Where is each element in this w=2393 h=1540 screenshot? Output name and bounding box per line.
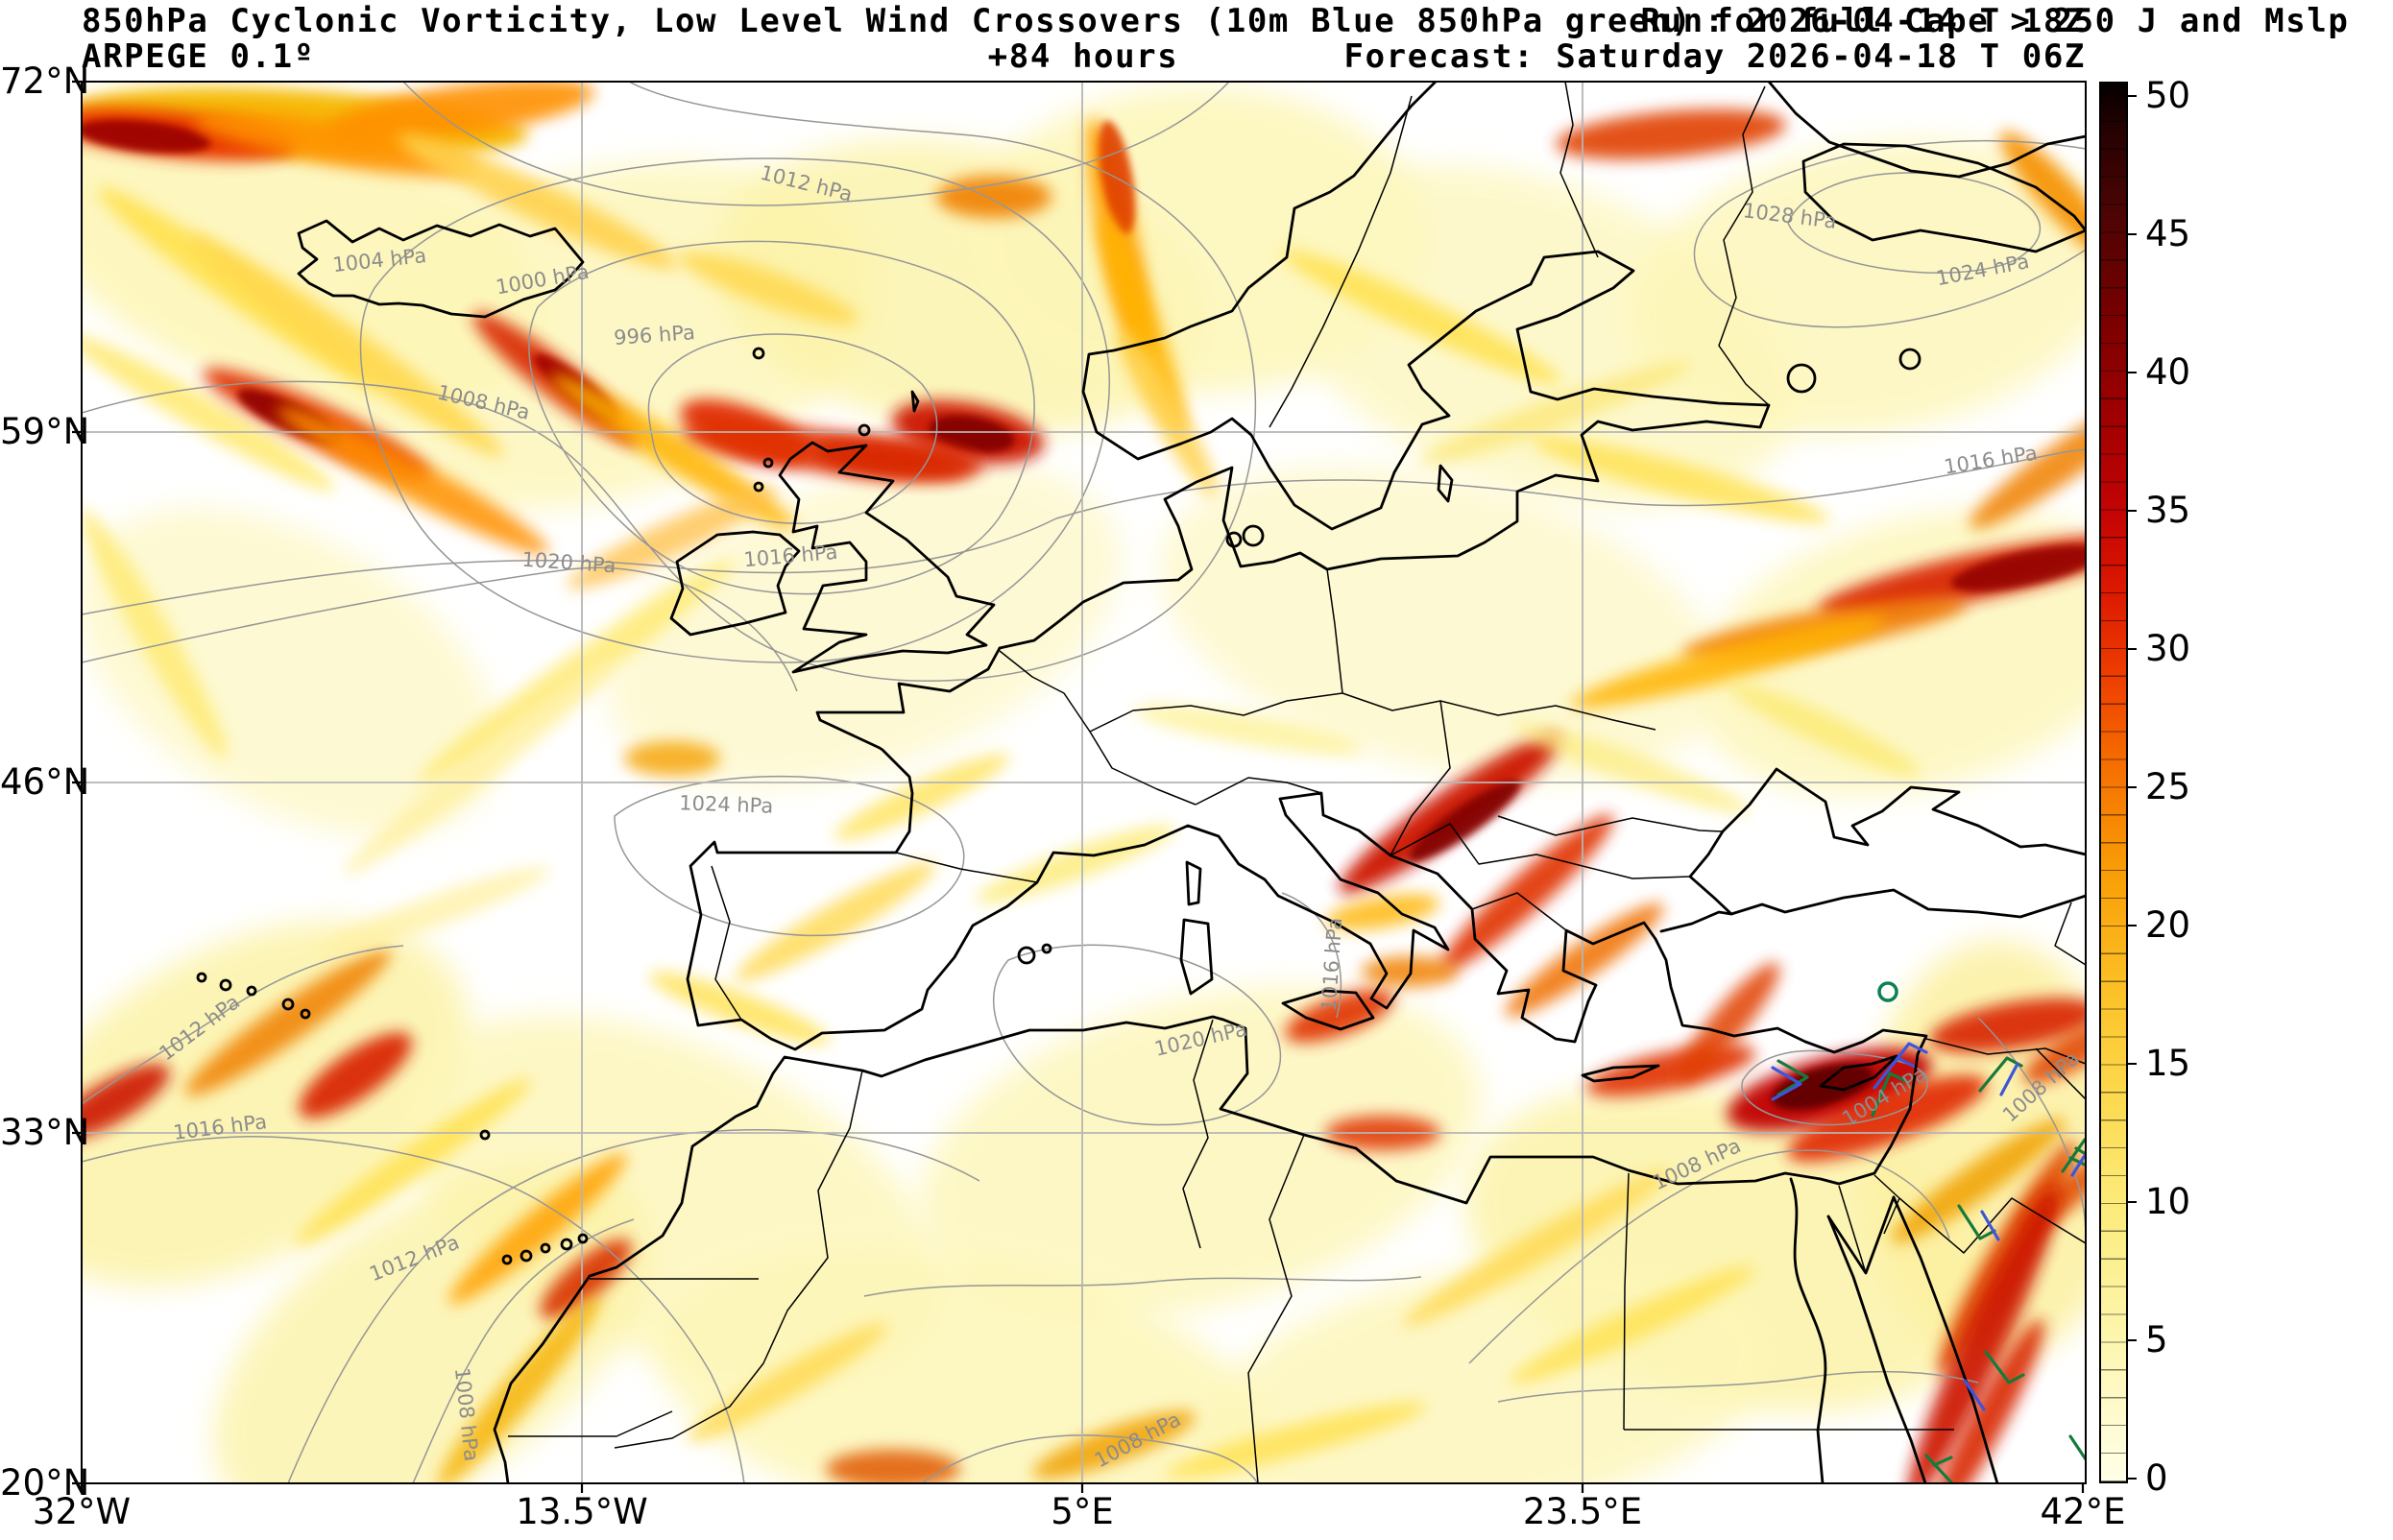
isobar-label: 1020 hPa: [521, 548, 616, 578]
x-tick-label: 13.5°W: [516, 1491, 648, 1532]
y-tick-label: 72°N: [0, 60, 90, 102]
colorbar-tick: [2128, 786, 2137, 788]
colorbar-tick: [2128, 925, 2137, 926]
x-tick-label: 32°W: [32, 1491, 132, 1532]
colorbar-tick-label: 5: [2145, 1319, 2168, 1360]
y-tick-label: 46°N: [0, 761, 90, 803]
colorbar-tick: [2128, 1339, 2137, 1341]
colorbar-tick-label: 20: [2145, 904, 2191, 946]
x-tick-label: 5°E: [1051, 1491, 1114, 1532]
colorbar-tick-label: 40: [2145, 351, 2191, 393]
wind-barb-layer: [1771, 1042, 2086, 1483]
station-marker-layer: [1877, 981, 1898, 1002]
colorbar-tick-label: 15: [2145, 1043, 2191, 1084]
colorbar-tick: [2128, 1201, 2137, 1203]
title-line2-step: +84 hours: [987, 37, 1179, 76]
y-tick-label: 33°N: [0, 1112, 90, 1153]
y-tick-label: 59°N: [0, 411, 90, 452]
colorbar-tick: [2128, 372, 2137, 373]
colorbar-tick: [2128, 510, 2137, 512]
colorbar-tick: [2128, 1063, 2137, 1065]
colorbar-tick-label: 0: [2145, 1457, 2168, 1499]
axis-ticks: [72, 80, 2085, 1493]
x-tick-label: 42°E: [2040, 1491, 2126, 1532]
colorbar-tick: [2128, 233, 2137, 235]
isobar-label: 996 hPa: [613, 321, 695, 349]
colorbar-tick-label: 25: [2145, 766, 2191, 807]
coastline-layer: [196, 82, 2086, 1483]
title-line2-forecast: Forecast: Saturday 2026-04-18 T 06Z: [1343, 37, 2086, 76]
latlon-gridlines: [82, 82, 2086, 1483]
colorbar-tick-label: 50: [2145, 75, 2191, 116]
x-tick-label: 23.5°E: [1522, 1491, 1643, 1532]
title-line2-model: ARPEGE 0.1º: [82, 37, 315, 76]
colorbar-tick: [2128, 648, 2137, 650]
country-border-layer: [508, 82, 2086, 1483]
vorticity-field-layer: [82, 82, 2086, 1483]
colorbar-tick: [2128, 95, 2137, 97]
colorbar-tick-label: 10: [2145, 1181, 2191, 1222]
colorbar-tick: [2128, 1478, 2137, 1480]
title-line1-left: 850hPa Cyclonic Vorticity, Low Level Win…: [82, 2, 2350, 40]
isobar-label: 1024 hPa: [679, 791, 774, 817]
colorbar: [2099, 82, 2128, 1483]
colorbar-tick-label: 35: [2145, 490, 2191, 531]
title-line1-right-run: Run: 2026-04-14 T 18Z: [1640, 2, 2086, 40]
colorbar-tick-label: 30: [2145, 628, 2191, 669]
mslp-isobar-layer: [82, 82, 2086, 1483]
colorbar-tick-label: 45: [2145, 213, 2191, 254]
